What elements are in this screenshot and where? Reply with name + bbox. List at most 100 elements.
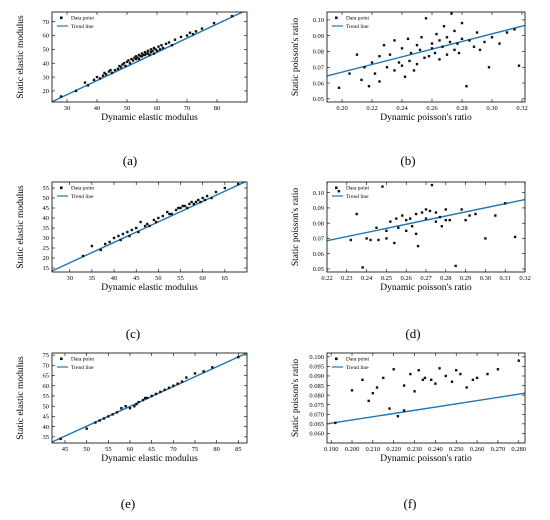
data-point bbox=[193, 372, 197, 375]
data-point bbox=[154, 220, 158, 224]
data-point bbox=[487, 66, 491, 69]
y-tick-label: 40 bbox=[43, 424, 50, 431]
data-point bbox=[369, 238, 372, 242]
x-axis-label: Dynamic elastic modulus bbox=[101, 283, 198, 293]
data-point bbox=[414, 232, 418, 236]
data-point bbox=[472, 45, 476, 48]
data-point bbox=[402, 409, 406, 412]
data-point bbox=[483, 40, 486, 44]
data-point bbox=[121, 63, 124, 66]
y-tick-label: 65 bbox=[43, 373, 50, 380]
data-point bbox=[367, 85, 371, 88]
data-point bbox=[179, 35, 183, 39]
data-point bbox=[393, 241, 396, 245]
data-point bbox=[179, 206, 182, 210]
x-axis-label: Dynamic elastic modulus bbox=[101, 454, 198, 464]
data-point bbox=[180, 380, 184, 383]
data-point bbox=[414, 212, 418, 216]
x-tick-label: 0.30 bbox=[480, 275, 491, 282]
trend-line bbox=[327, 392, 525, 425]
data-point bbox=[360, 78, 363, 82]
data-point bbox=[385, 237, 388, 240]
data-point bbox=[133, 56, 136, 59]
y-tick-label: 70 bbox=[43, 362, 50, 369]
y-tick-label: 0.08 bbox=[313, 49, 324, 56]
y-tick-label: 55 bbox=[43, 393, 50, 400]
data-point bbox=[146, 52, 150, 55]
plot-frame bbox=[326, 181, 526, 273]
data-point bbox=[170, 44, 174, 47]
data-point bbox=[442, 25, 446, 28]
data-point bbox=[130, 228, 133, 232]
y-tick-label: 70 bbox=[43, 19, 50, 26]
data-point bbox=[409, 51, 413, 55]
legend-label-trend: Trend line bbox=[71, 194, 94, 200]
data-point bbox=[373, 72, 377, 75]
data-point bbox=[200, 27, 204, 30]
legend-marker-points bbox=[335, 16, 338, 20]
plot-frame bbox=[326, 352, 526, 444]
data-point bbox=[126, 230, 129, 234]
data-point bbox=[120, 407, 123, 410]
plot-frame bbox=[51, 352, 248, 444]
data-point bbox=[212, 21, 216, 25]
data-point bbox=[137, 400, 140, 404]
data-point bbox=[378, 80, 381, 83]
data-point bbox=[214, 190, 218, 194]
data-point bbox=[148, 53, 151, 57]
x-tick-label: 55 bbox=[177, 275, 184, 282]
x-tick-label: 0.26 bbox=[401, 275, 413, 282]
data-point bbox=[459, 372, 462, 376]
data-point bbox=[149, 50, 153, 54]
data-point bbox=[350, 389, 354, 392]
data-point bbox=[160, 44, 163, 47]
y-tick-label: 0.065 bbox=[309, 421, 324, 428]
x-tick-label: 60 bbox=[154, 105, 161, 112]
legend-marker-points bbox=[335, 357, 338, 361]
data-point bbox=[152, 46, 156, 50]
x-tick-label: 0.22 bbox=[366, 105, 377, 112]
data-point bbox=[199, 200, 202, 204]
legend-label-points: Data point bbox=[71, 186, 95, 192]
data-point bbox=[118, 64, 121, 68]
data-point bbox=[194, 200, 198, 204]
data-point bbox=[370, 61, 374, 64]
x-tick-label: 80 bbox=[214, 105, 221, 112]
y-tick-label: 20 bbox=[43, 88, 50, 95]
data-point bbox=[158, 48, 162, 51]
x-tick-label: 30 bbox=[64, 105, 71, 112]
data-point bbox=[445, 36, 449, 39]
data-point bbox=[130, 57, 133, 61]
x-tick-label: 65 bbox=[148, 446, 155, 453]
panel-label: (b) bbox=[400, 153, 415, 168]
data-point bbox=[98, 77, 102, 80]
data-point bbox=[385, 229, 388, 233]
data-point bbox=[465, 85, 468, 88]
legend-label-trend: Trend line bbox=[346, 24, 369, 30]
data-point bbox=[361, 378, 364, 382]
data-point bbox=[141, 398, 145, 402]
data-point bbox=[388, 53, 392, 56]
data-point bbox=[410, 225, 414, 228]
y-tick-label: 0.05 bbox=[313, 96, 324, 103]
y-tick-label: 75 bbox=[43, 352, 50, 359]
data-point bbox=[498, 42, 501, 45]
data-point bbox=[109, 68, 112, 72]
y-axis-label: Static elastic modulus bbox=[16, 15, 26, 99]
data-point bbox=[83, 81, 87, 84]
data-point bbox=[113, 68, 117, 72]
y-tick-label: 0.095 bbox=[309, 364, 324, 371]
data-point bbox=[128, 62, 132, 65]
y-tick-label: 0.085 bbox=[309, 383, 324, 390]
data-point bbox=[139, 55, 142, 58]
data-point bbox=[445, 53, 449, 56]
y-tick-label: 0.07 bbox=[313, 236, 325, 243]
data-point bbox=[430, 47, 434, 50]
y-axis-label: Static poisson's ratio bbox=[291, 359, 301, 437]
data-point bbox=[408, 59, 411, 63]
data-point bbox=[496, 368, 500, 371]
x-tick-label: 0.270 bbox=[491, 446, 506, 453]
x-tick-label: 0.24 bbox=[361, 275, 373, 282]
data-point bbox=[375, 386, 379, 389]
x-tick-label: 70 bbox=[184, 105, 191, 112]
